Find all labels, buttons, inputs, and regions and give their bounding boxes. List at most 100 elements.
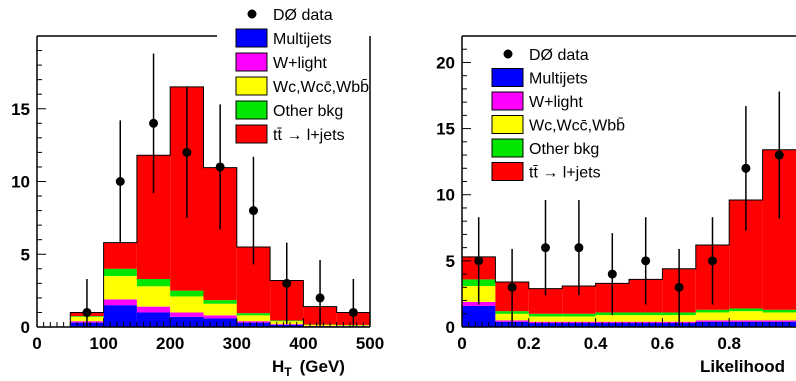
y-tick-label: 15 bbox=[11, 100, 30, 119]
wlight-bar bbox=[729, 320, 763, 322]
multijets-bar bbox=[695, 321, 730, 327]
x-tick-label: 0.4 bbox=[584, 334, 608, 353]
legend-label-ttbar: tt̄ → l+jets bbox=[273, 127, 345, 144]
y-tick-label: 10 bbox=[11, 173, 30, 192]
data-point bbox=[574, 243, 584, 253]
ht-data-points bbox=[82, 53, 358, 327]
wc-bar bbox=[528, 316, 563, 322]
x-tick-label: 400 bbox=[289, 334, 317, 353]
wlight-bar bbox=[762, 320, 796, 322]
ht-histogram-panel: DØ data Multijets W+light Wc,Wcc̄,Wbb̄ Other… bbox=[11, 2, 384, 379]
data-point bbox=[115, 177, 125, 186]
wlight-bar bbox=[595, 321, 629, 324]
y-tick-label: 15 bbox=[436, 120, 455, 139]
data-point bbox=[507, 282, 517, 292]
legend-label-multijets: Multijets bbox=[273, 31, 332, 48]
data-point bbox=[315, 293, 325, 303]
wlight-bar bbox=[136, 306, 171, 313]
wc-bar bbox=[103, 276, 137, 300]
legend-label-wlight: W+light bbox=[529, 94, 583, 111]
data-point bbox=[348, 307, 358, 317]
other-bar bbox=[629, 312, 663, 316]
likelihood-tick-labels: 0 0.2 0.4 0.6 0.8 0 5 10 15 20 bbox=[436, 53, 741, 353]
multijets-bar bbox=[236, 322, 271, 327]
wlight-bar bbox=[695, 320, 730, 322]
y-tick-label: 10 bbox=[436, 186, 455, 205]
x-tick-label: 0.6 bbox=[651, 334, 675, 353]
other-bar bbox=[236, 313, 271, 316]
legend-swatch-ttbar bbox=[491, 162, 524, 181]
x-tick-label: 0 bbox=[32, 334, 41, 353]
legend-label-wlight: W+light bbox=[273, 55, 327, 72]
multijets-bar bbox=[136, 312, 171, 327]
ht-axes bbox=[36, 35, 371, 328]
data-point bbox=[741, 163, 751, 173]
wc-bar bbox=[695, 312, 730, 321]
multijets-bar bbox=[562, 323, 596, 327]
other-bar bbox=[203, 300, 237, 304]
legend-marker-data bbox=[503, 49, 513, 59]
likelihood-stacked-bars bbox=[461, 149, 796, 327]
wlight-bar bbox=[236, 321, 271, 323]
wc-bar bbox=[629, 315, 663, 322]
legend-background bbox=[488, 42, 632, 185]
other-bar bbox=[695, 309, 730, 313]
y-tick-label: 5 bbox=[21, 245, 30, 264]
legend-label-ttbar: tt̄ → l+jets bbox=[529, 165, 601, 182]
wlight-bar bbox=[170, 312, 204, 317]
multijets-bar bbox=[762, 321, 796, 327]
wlight-bar bbox=[203, 315, 237, 319]
other-bar bbox=[170, 290, 204, 297]
data-point bbox=[215, 162, 225, 172]
multijets-bar bbox=[203, 318, 237, 327]
wlight-bar bbox=[103, 299, 137, 306]
multijets-bar bbox=[170, 316, 204, 327]
y-tick-label: 5 bbox=[446, 252, 455, 271]
x-tick-label: 100 bbox=[89, 334, 117, 353]
legend-label-data: DØ data bbox=[273, 7, 333, 24]
total-outline bbox=[461, 149, 796, 327]
data-point bbox=[82, 307, 92, 317]
y-tick-label: 20 bbox=[436, 53, 455, 72]
wc-bar bbox=[236, 315, 271, 322]
multijets-bar bbox=[629, 323, 663, 327]
wc-bar bbox=[203, 303, 237, 316]
legend-marker-data bbox=[247, 9, 257, 19]
legend-label-other: Other bkg bbox=[529, 141, 599, 158]
legend-swatch-other bbox=[235, 100, 268, 120]
legend-swatch-other bbox=[491, 138, 524, 158]
legend-label-data: DØ data bbox=[529, 47, 589, 64]
other-bar bbox=[729, 308, 763, 312]
likelihood-data-points bbox=[474, 91, 784, 326]
legend-swatch-wlight bbox=[491, 91, 524, 111]
legend-swatch-multijets bbox=[235, 28, 268, 48]
multijets-bar bbox=[528, 323, 563, 327]
other-bar bbox=[136, 278, 171, 287]
multijets-bar bbox=[729, 321, 763, 327]
legend-background bbox=[232, 2, 376, 148]
wlight-bar bbox=[629, 321, 663, 324]
ht-legend: DØ data Multijets W+light Wc,Wcc̄,Wbb̄ Other… bbox=[232, 2, 376, 148]
y-tick-label: 0 bbox=[446, 318, 455, 337]
data-point bbox=[641, 256, 651, 266]
other-bar bbox=[103, 268, 137, 277]
data-point bbox=[474, 256, 484, 266]
data-point bbox=[774, 150, 784, 160]
likelihood-x-axis-label: Likelihood bbox=[700, 357, 785, 376]
likelihood-axes bbox=[461, 35, 796, 328]
data-point bbox=[182, 147, 192, 157]
wc-bar bbox=[170, 296, 204, 313]
wlight-bar bbox=[528, 321, 563, 324]
x-tick-label: 500 bbox=[356, 334, 384, 353]
legend-label-wc: Wc,Wcc̄,Wbb̄ bbox=[273, 79, 369, 96]
x-tick-label: 0.2 bbox=[517, 334, 541, 353]
data-point bbox=[248, 206, 258, 216]
wc-bar bbox=[136, 286, 171, 307]
x-tick-label: 200 bbox=[156, 334, 184, 353]
wlight-bar bbox=[270, 324, 304, 325]
likelihood-legend: DØ data Multijets W+light Wc,Wcc̄,Wbb̄ Other… bbox=[488, 42, 632, 185]
other-bar bbox=[762, 309, 796, 313]
y-tick-label: 0 bbox=[21, 318, 30, 337]
wc-bar bbox=[762, 312, 796, 321]
